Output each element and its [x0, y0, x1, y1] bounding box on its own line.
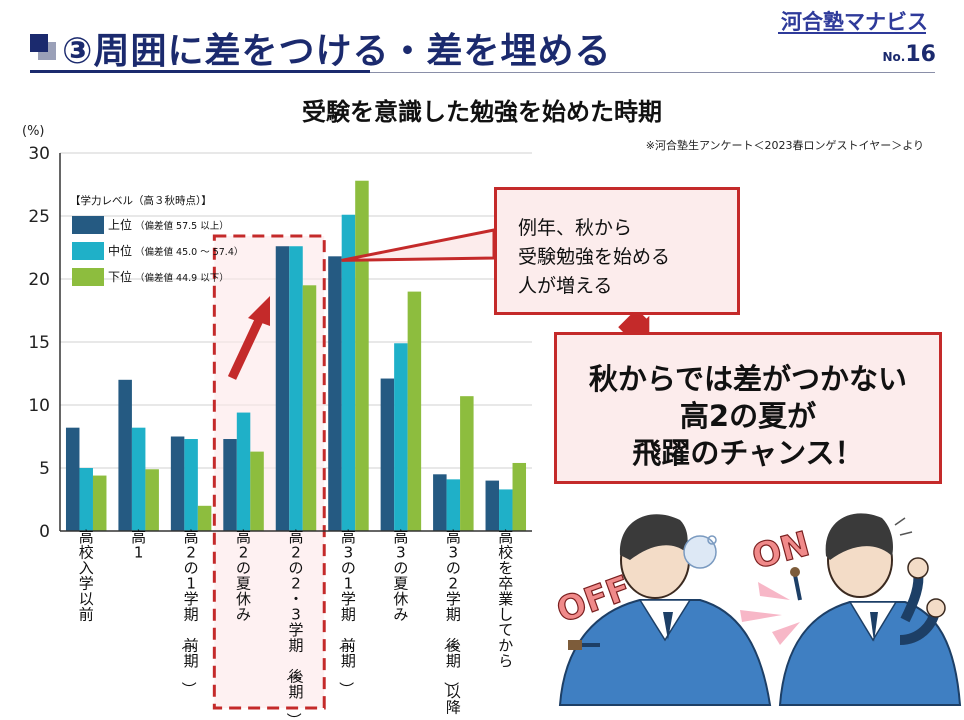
bar-lower [460, 396, 474, 531]
bar-middle [131, 427, 146, 531]
bar-lower [512, 462, 527, 531]
bar-middle [394, 343, 408, 531]
legend-detail: （偏差値 45.0 〜 57.4） [135, 246, 243, 258]
y-tick-label: 5 [39, 459, 50, 479]
callout-text-trend: 例年、秋から 受験勉強を始める 人が増える [518, 217, 671, 297]
header-divider [370, 72, 935, 73]
legend-swatch [72, 216, 104, 234]
brand-logo: 河合塾マナビス [781, 10, 928, 34]
legend-entry: 中位 [108, 243, 132, 258]
bar-lower [92, 475, 107, 531]
logo-underline [778, 32, 926, 34]
source-note: ※河合塾生アンケート＜2023春ロンゲストイヤー＞より [645, 139, 924, 152]
legend-title: 【学力レベル（高３秋時点）】 [70, 194, 212, 207]
slide-number-value: 16 [905, 42, 936, 67]
slide-number: No.16 [883, 42, 936, 67]
header-bullet [30, 34, 48, 52]
x-tick-label: 高 2 の 1 学期（前期） [180, 528, 199, 697]
legend-swatch [72, 268, 104, 286]
bar-lower [355, 180, 369, 531]
chart-legend: 【学力レベル（高３秋時点）】上位 （偏差値 57.5 以上）中位 （偏差値 45.0… [70, 194, 243, 286]
bar-upper [328, 256, 342, 531]
callout-text-message: 秋からでは差がつかない 高2の夏が 飛躍のチャンス！ [588, 362, 908, 470]
y-tick-label: 0 [39, 522, 50, 542]
bar-upper [433, 474, 447, 531]
up-arrow-icon [227, 296, 270, 380]
bar-lower [407, 291, 422, 531]
callout-box-trend [494, 187, 740, 315]
bar-upper [380, 378, 395, 531]
page-title: ③周囲に差をつける・差を埋める [62, 31, 612, 72]
y-axis-label: (%) [22, 124, 45, 139]
bar-upper [65, 427, 80, 531]
off-person-illustration: OFF [551, 514, 772, 706]
bar-upper [118, 379, 132, 531]
bar-middle [79, 468, 93, 531]
bar-middle [446, 479, 461, 531]
bar-lower [145, 469, 159, 531]
bar-upper [485, 480, 500, 531]
chart-axis: (%) 0 5 10 15 20 25 30 [22, 124, 532, 542]
y-tick-label: 30 [28, 144, 50, 164]
y-tick-label: 10 [28, 396, 50, 416]
chart-bars [65, 180, 527, 532]
chart-title: 受験を意識した勉強を始めた時期 [302, 98, 662, 126]
bar-upper [223, 439, 237, 531]
header-underline [30, 70, 370, 73]
y-tick-label: 25 [28, 207, 50, 227]
bar-middle [184, 439, 198, 531]
legend-detail: （偏差値 57.5 以上） [135, 220, 229, 232]
bar-lower [250, 451, 264, 531]
bar-upper [170, 436, 185, 531]
slide-number-prefix: No. [882, 50, 906, 64]
x-tick-label: 高 3 の 1 学期（前期） [337, 528, 356, 697]
bar-lower [197, 505, 212, 531]
bar-middle [236, 412, 251, 531]
bar-middle [341, 214, 356, 532]
legend-detail: （偏差値 44.9 以下） [135, 272, 229, 284]
bar-upper [275, 246, 290, 532]
x-tick-label: 高 3 の夏休み [393, 528, 408, 624]
x-tick-label: 高校入学以前 [79, 528, 94, 624]
y-tick-label: 15 [28, 333, 50, 353]
x-tick-label: 高校を卒業してから [498, 528, 513, 670]
y-tick-label: 20 [28, 270, 50, 290]
legend-entry: 下位 [108, 269, 132, 284]
legend-entry: 上位 [108, 217, 132, 232]
on-label: ON [748, 524, 814, 577]
x-tick-label: 高 2 の夏休み [236, 528, 251, 624]
legend-swatch [72, 242, 104, 260]
callout-box-message [554, 332, 942, 484]
bar-middle [499, 489, 513, 531]
on-person-illustration: ON [740, 513, 962, 706]
bar-middle [289, 246, 303, 532]
x-tick-label: 高 3 の 2 学期（後期）以降 [442, 528, 461, 717]
bar-lower [302, 285, 317, 531]
